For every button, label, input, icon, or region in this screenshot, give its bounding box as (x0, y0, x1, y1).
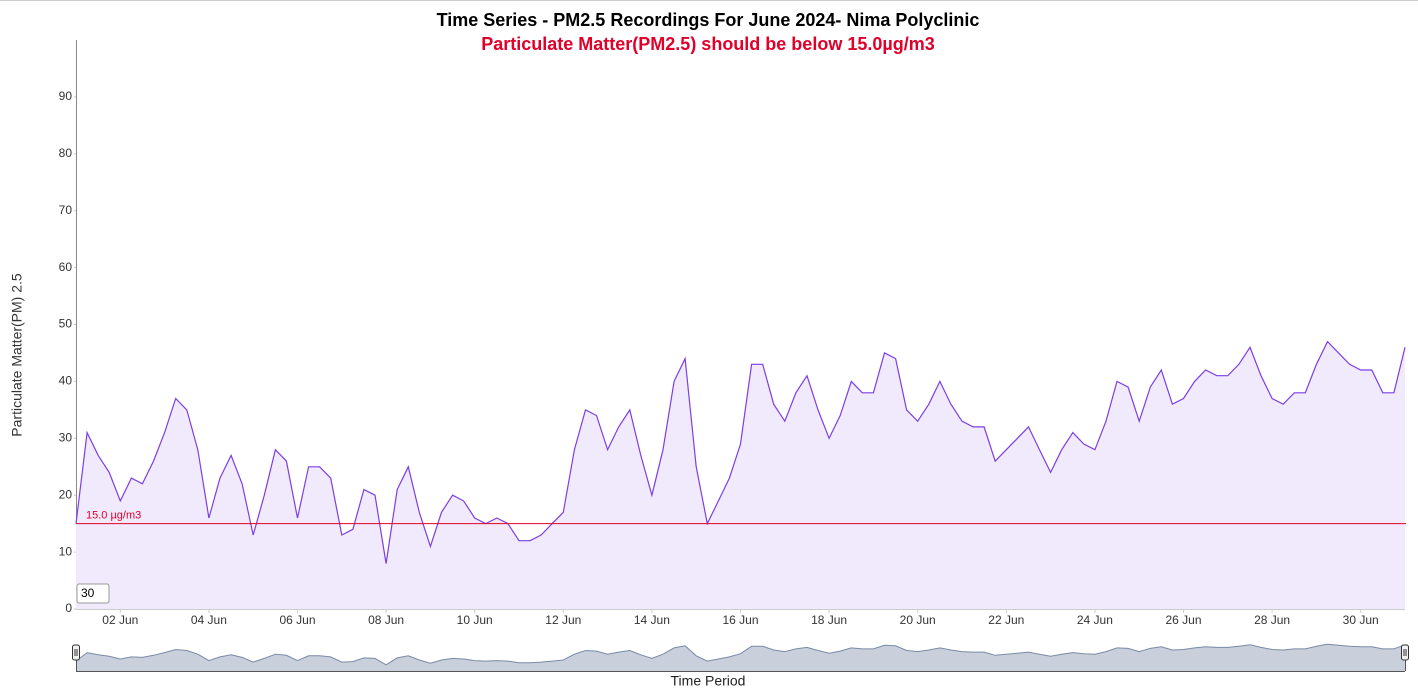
x-tick-label: 24 Jun (1077, 613, 1113, 627)
threshold-label: 15.0 µg/m3 (86, 510, 141, 522)
x-tick-label: 18 Jun (811, 613, 847, 627)
x-tick-label: 30 Jun (1343, 613, 1379, 627)
y-tick-label: 20 (59, 487, 73, 501)
x-tick-label: 20 Jun (900, 613, 936, 627)
x-tick-label: 04 Jun (191, 613, 227, 627)
y-tick-label: 0 (65, 601, 72, 615)
x-tick-label: 02 Jun (102, 613, 138, 627)
y-axis-title: Particulate Matter(PM) 2.5 (9, 273, 25, 437)
chart-subtitle: Particulate Matter(PM2.5) should be belo… (481, 34, 934, 54)
x-tick-label: 14 Jun (634, 613, 670, 627)
x-tick-label: 06 Jun (279, 613, 315, 627)
x-tick-label: 10 Jun (457, 613, 493, 627)
y-tick-label: 90 (59, 89, 73, 103)
x-axis-title: Time Period (671, 673, 746, 689)
y-tick-label: 70 (59, 203, 73, 217)
x-tick-label: 08 Jun (368, 613, 404, 627)
y-tick-label: 60 (59, 260, 73, 274)
y-tick-label: 80 (59, 146, 73, 160)
x-tick-label: 26 Jun (1165, 613, 1201, 627)
line (75, 340, 1406, 564)
x-tick-label: 16 Jun (722, 613, 758, 627)
y-tick-label: 10 (59, 544, 73, 558)
area (76, 341, 1405, 609)
y-tick-label: 30 (59, 430, 73, 444)
x-tick-label: 22 Jun (988, 613, 1024, 627)
navigator-handle[interactable] (1401, 644, 1409, 661)
navigator-handle[interactable] (72, 644, 80, 661)
navigator-line (75, 643, 1406, 666)
x-tick-label: 12 Jun (545, 613, 581, 627)
x-tick-label: 28 Jun (1254, 613, 1290, 627)
chart-title: Time Series - PM2.5 Recordings For June … (437, 10, 980, 30)
range-input[interactable] (76, 583, 110, 604)
navigator-area (76, 644, 1405, 671)
y-tick-label: 50 (59, 317, 73, 331)
range-input-value: 30 (81, 586, 95, 600)
y-tick-label: 40 (59, 374, 73, 388)
